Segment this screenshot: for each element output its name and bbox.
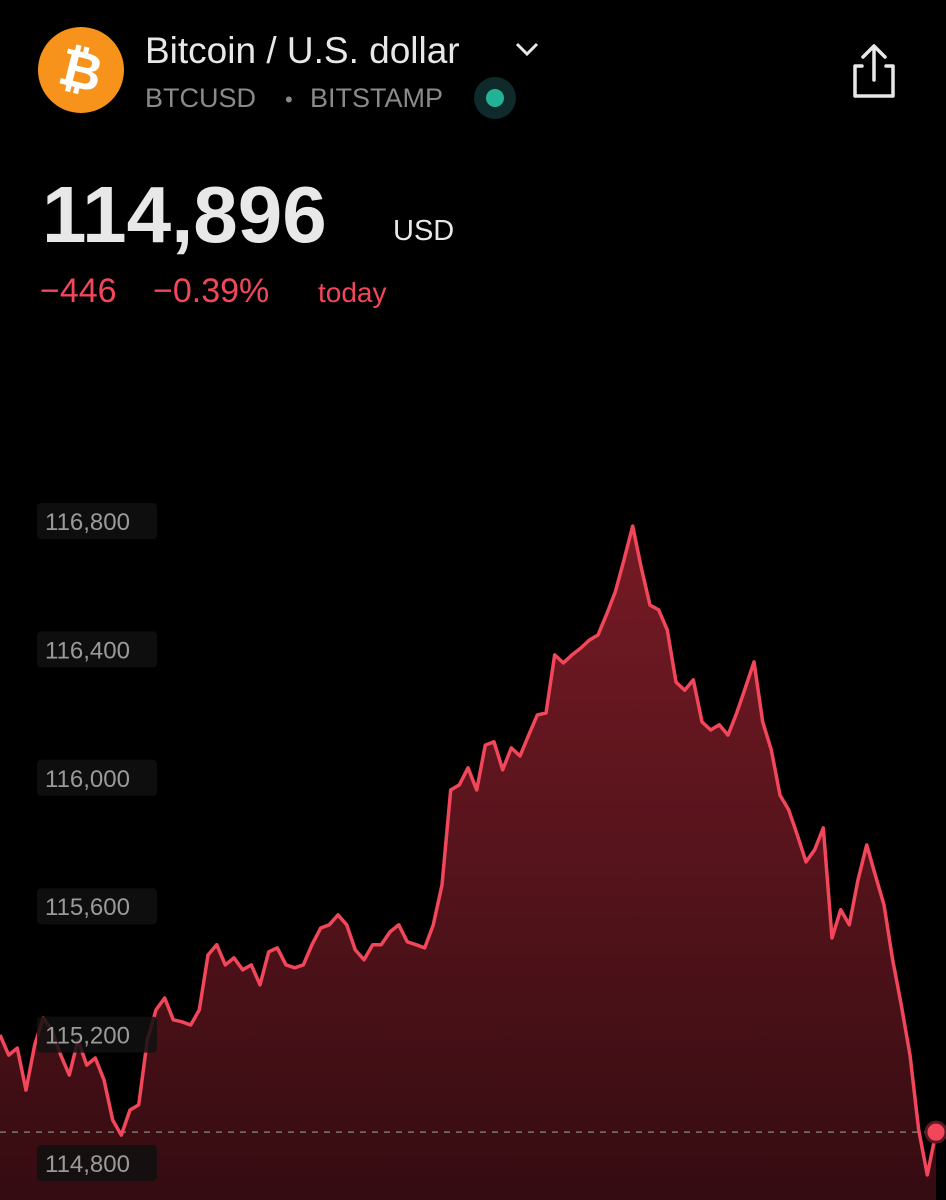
price: 114,896 [42,170,327,259]
change-period: today [318,277,387,308]
dropdown-chevron[interactable] [515,42,539,57]
y-tick-label: 116,800 [45,509,130,536]
share-arrow [861,44,887,82]
area-fill [0,526,936,1200]
y-tick-label: 115,200 [45,1023,130,1050]
exchange: BITSTAMP [310,83,443,113]
price-line [0,524,938,1177]
y-tick-label: 116,000 [45,766,130,793]
change-percent: −0.39% [153,272,269,310]
change: −446 [40,272,117,310]
last-price-dot [924,1120,946,1144]
ticker: BTCUSD [145,83,256,113]
symbol-title[interactable]: Bitcoin / U.S. dollar [145,30,460,71]
y-tick-label: 115,600 [45,894,130,921]
y-tick-label-bg [37,1016,157,1053]
share-button[interactable] [853,44,895,98]
share-box [853,64,895,98]
logo [38,27,124,113]
y-tick-label-bg [37,631,157,668]
y-tick-label-bg [37,503,157,539]
y-tick-label-bg [37,1145,157,1181]
currency: USD [393,215,454,247]
status-dot [486,89,504,107]
y-tick-label-bg [37,759,157,796]
separator: • [285,87,293,112]
y-tick-label: 114,800 [45,1151,130,1178]
y-tick-label-bg [37,888,157,925]
y-tick-label: 116,400 [45,637,130,664]
chart: 116,800 116,400 116,000 115,600 115,200 114,8… [0,503,946,1200]
